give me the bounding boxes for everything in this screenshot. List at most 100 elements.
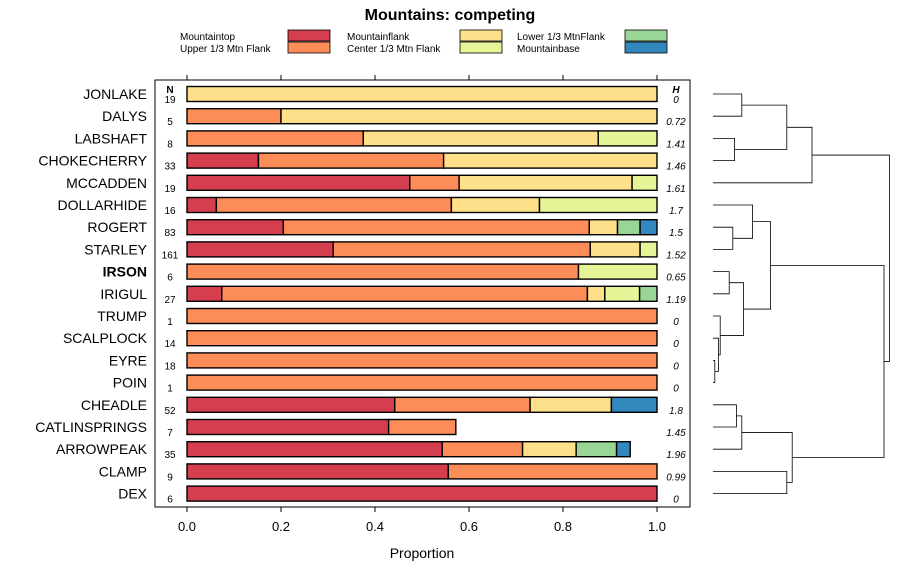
x-tick-label: 0.4 (366, 519, 384, 534)
dendrogram-branch (713, 360, 716, 383)
row-h: 0 (673, 339, 679, 350)
legend-swatch (287, 41, 331, 54)
row-n: 18 (164, 361, 176, 372)
bar-segment (616, 218, 641, 236)
bar-segment (638, 285, 658, 302)
bar-segment (450, 196, 541, 214)
row-h: 0.65 (666, 273, 686, 284)
bar-segment (447, 463, 658, 480)
row-n: 6 (167, 273, 173, 284)
row-n: 5 (167, 117, 173, 128)
h-header: H (672, 85, 680, 96)
legend-label: Center 1/3 Mtn Flank (347, 44, 441, 55)
bar-segment (186, 107, 282, 125)
bar-segment (409, 174, 460, 192)
row-n: 52 (164, 406, 176, 417)
row-h: 1.19 (666, 295, 686, 306)
x-tick-label: 0.2 (272, 519, 290, 534)
row-label: EYRE (109, 352, 147, 368)
row-h: 1.52 (666, 250, 686, 261)
dendrogram-branch (734, 104, 788, 150)
x-axis-label: Proportion (390, 545, 455, 561)
row-n: 19 (164, 95, 176, 106)
row-label: MCCADDEN (66, 175, 147, 191)
row-n: 19 (164, 184, 176, 195)
row-h: 1.5 (669, 228, 683, 239)
row-h: 0 (673, 95, 679, 106)
row-label: TRUMP (97, 308, 147, 324)
bar-segment (521, 441, 577, 458)
dendrogram-branch (770, 264, 885, 458)
bar-segment (186, 307, 658, 325)
x-tick-label: 0.6 (460, 519, 478, 534)
row-n: 1 (167, 317, 173, 328)
row-h: 1.8 (669, 406, 683, 417)
legend-swatch (459, 29, 503, 42)
bar-segment (186, 374, 658, 391)
bar-segment (186, 352, 658, 369)
dendrogram-branch (713, 337, 719, 372)
dendrogram-branch (720, 282, 744, 336)
bar-segment (186, 485, 658, 502)
legend-swatch (459, 41, 503, 54)
bar-segment (186, 196, 218, 214)
row-label: CHOKECHERRY (38, 153, 147, 169)
row-label: ARROWPEAK (56, 441, 148, 457)
bar-segment (394, 396, 531, 413)
bar-segment (441, 441, 524, 458)
row-label: IRSON (103, 264, 147, 280)
legend-label: Lower 1/3 MtnFlank (517, 32, 606, 43)
legend-label: Mountainflank (347, 32, 410, 43)
row-h: 0 (673, 495, 679, 506)
bar-segment (538, 196, 658, 214)
row-label: LABSHAFT (75, 130, 148, 146)
dendrogram-branch (713, 93, 743, 117)
bar-segment (186, 263, 580, 280)
row-n: 1 (167, 384, 173, 395)
bar-segment (458, 174, 633, 192)
bar-segment (221, 285, 589, 302)
row-n: 9 (167, 472, 173, 483)
bar-segment (631, 174, 658, 192)
bar-segment (280, 107, 658, 125)
legend-label: Mountaintop (180, 32, 235, 43)
bar-segment (387, 418, 457, 436)
row-n: 161 (162, 250, 179, 261)
row-label: DOLLARHIDE (58, 197, 147, 213)
row-h: 0.72 (666, 117, 686, 128)
row-label: STARLEY (84, 241, 147, 257)
row-label: CATLINSPRINGS (35, 419, 147, 435)
row-n: 35 (164, 450, 176, 461)
bar-segment (588, 218, 619, 236)
dendrogram-branch (713, 415, 743, 450)
row-n: 14 (164, 339, 176, 350)
bar-segment (362, 130, 599, 147)
legend-label: Upper 1/3 Mtn Flank (180, 44, 272, 55)
dendrogram-branch (713, 126, 813, 184)
dendrogram-branch (713, 271, 730, 295)
bar-segment (442, 152, 658, 169)
row-h: 0.99 (666, 472, 686, 483)
row-h: 0 (673, 361, 679, 372)
bar-segment (577, 263, 658, 280)
row-label: SCALPLOCK (63, 330, 148, 346)
chart-title: Mountains: competing (365, 7, 536, 24)
row-n: 33 (164, 162, 176, 173)
row-h: 0 (673, 317, 679, 328)
row-n: 7 (167, 428, 173, 439)
bar-segment (186, 152, 260, 169)
bar-segment (186, 396, 396, 413)
bar-segment (186, 463, 450, 480)
bar-segment (186, 418, 390, 436)
bar-segment (615, 441, 631, 458)
row-h: 1.61 (666, 184, 685, 195)
bar-segment (186, 85, 658, 103)
legend-label: Mountainbase (517, 44, 580, 55)
row-h: 1.41 (666, 139, 685, 150)
row-label: IRIGUL (100, 286, 147, 302)
row-n: 6 (167, 495, 173, 506)
n-header: N (166, 85, 173, 96)
bar-segment (604, 285, 641, 302)
